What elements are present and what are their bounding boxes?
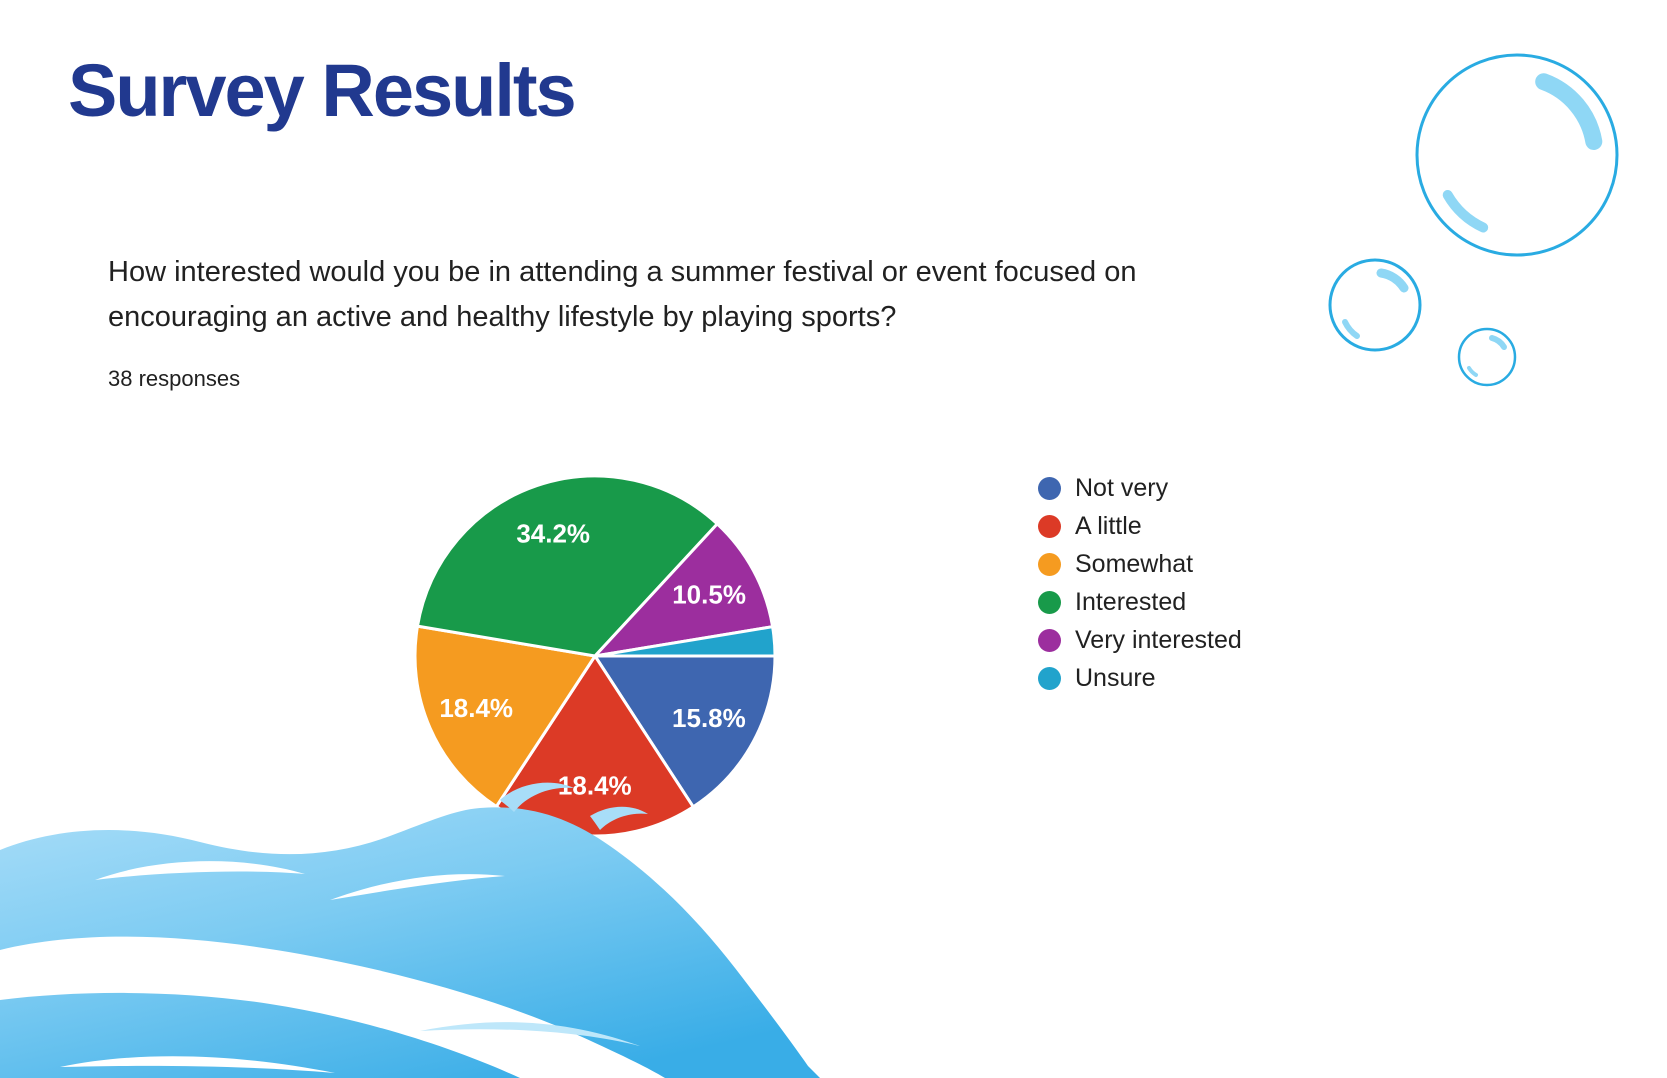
wave-curl [590, 806, 648, 830]
bubble-small [1457, 327, 1517, 387]
pie-slice-label: 34.2% [516, 518, 590, 548]
legend-item-somewhat: Somewhat [1038, 545, 1242, 583]
legend-swatch [1038, 514, 1061, 538]
chart-legend: Not very A little Somewhat Interested Very i… [1038, 469, 1242, 697]
legend-swatch [1038, 628, 1061, 652]
pie-slice-very-interested [593, 522, 775, 658]
wave-streak [95, 861, 305, 880]
pie-slice-somewhat [413, 624, 597, 809]
bubble-large [1415, 53, 1619, 257]
page-title: Survey Results [68, 49, 577, 132]
wave-decoration [0, 782, 820, 1078]
legend-item-interested: Interested [1038, 583, 1242, 621]
legend-label: Somewhat [1075, 549, 1194, 578]
bubbles-decoration [1328, 53, 1619, 387]
pie-slice-label: 18.4% [558, 771, 632, 801]
legend-swatch [1038, 476, 1061, 500]
legend-label: A little [1075, 511, 1142, 540]
legend-item-not-very: Not very [1038, 469, 1242, 507]
pie-slice-unsure [593, 625, 777, 658]
responses-count: 38 responses [108, 366, 241, 391]
wave-curl [500, 782, 574, 812]
pie-slice-not-very [593, 654, 777, 809]
legend-item-a-little: A little [1038, 507, 1242, 545]
wave-streak [60, 1056, 335, 1073]
legend-swatch [1038, 666, 1061, 690]
pie-slice-label: 18.4% [439, 693, 513, 723]
pie-slice-label: 10.5% [672, 580, 746, 610]
legend-swatch [1038, 552, 1061, 576]
legend-label: Very interested [1075, 625, 1242, 654]
survey-question: How interested would you be in attending… [108, 256, 1137, 333]
legend-label: Interested [1075, 587, 1187, 616]
pie-slice-label: 15.8% [672, 703, 746, 733]
legend-item-very-interested: Very interested [1038, 621, 1242, 659]
pie-slice-interested [415, 474, 719, 658]
wave-streak [330, 874, 505, 900]
wave-body [0, 807, 820, 1078]
question-block: How interested would you be in attending… [108, 250, 1263, 392]
legend-label: Not very [1075, 473, 1169, 502]
legend-swatch [1038, 590, 1061, 614]
bubble-medium [1328, 258, 1422, 352]
legend-label: Unsure [1075, 663, 1156, 692]
wave-white-band [0, 936, 665, 1078]
legend-item-unsure: Unsure [1038, 659, 1242, 697]
wave-streak-light [420, 1022, 640, 1046]
pie-chart: 15.8% 18.4% 18.4% 34.2% 10.5% [413, 474, 777, 838]
